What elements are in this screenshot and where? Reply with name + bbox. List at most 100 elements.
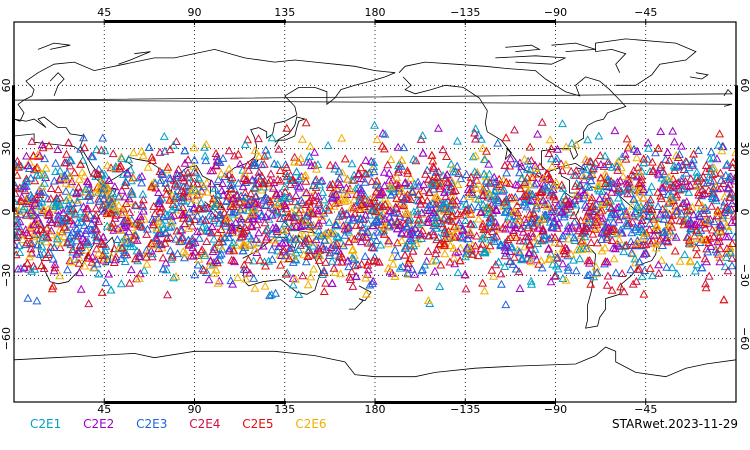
observation-triangle <box>142 248 152 257</box>
observation-triangle <box>228 227 238 236</box>
observation-triangle <box>431 217 441 226</box>
observation-triangle <box>629 144 639 153</box>
observation-triangle <box>418 186 428 195</box>
observation-triangle <box>244 165 254 174</box>
observation-triangle <box>495 179 505 188</box>
observation-triangle <box>107 223 117 232</box>
observation-triangle <box>210 183 220 192</box>
observation-triangle <box>389 207 399 216</box>
observation-triangle <box>258 241 268 250</box>
observation-triangle <box>68 245 78 254</box>
observation-triangle <box>190 270 200 279</box>
observation-triangle <box>296 195 306 204</box>
observation-triangle <box>727 253 736 262</box>
observation-triangle <box>451 185 460 194</box>
observation-triangle <box>142 259 152 268</box>
observation-triangle <box>302 211 312 220</box>
observation-triangle <box>92 145 102 154</box>
observation-triangle <box>213 189 223 198</box>
observation-triangle <box>249 182 259 191</box>
observation-triangle <box>444 226 453 235</box>
observation-triangle <box>531 163 540 172</box>
observation-triangle <box>546 277 556 286</box>
observation-triangle <box>37 140 47 149</box>
observation-triangle <box>525 209 535 218</box>
observation-triangle <box>103 209 113 218</box>
observation-triangle <box>141 252 151 261</box>
observation-triangle <box>571 200 581 209</box>
observation-triangle <box>423 246 433 255</box>
observation-triangle <box>196 247 206 256</box>
bottom-lon-label: 180 <box>365 403 386 416</box>
observation-triangle <box>517 161 527 170</box>
observation-triangle <box>349 175 359 184</box>
observation-triangle <box>693 187 703 196</box>
observation-triangle <box>38 233 48 242</box>
observation-triangle <box>689 210 699 219</box>
observation-triangle <box>107 194 117 203</box>
observation-triangle <box>460 270 470 279</box>
observation-triangle <box>104 269 114 278</box>
observation-triangle <box>385 220 394 229</box>
observation-triangle <box>602 174 612 183</box>
observation-triangle <box>722 159 732 168</box>
observation-triangle <box>539 173 549 182</box>
right-lat-label: 30 <box>738 142 750 156</box>
observation-triangle <box>282 171 292 180</box>
observation-triangle <box>305 157 315 166</box>
observation-triangle <box>14 181 20 190</box>
observation-triangle <box>465 178 475 187</box>
observation-triangle <box>108 218 118 227</box>
observation-triangle <box>48 254 58 263</box>
observation-triangle <box>430 193 440 202</box>
observation-triangle <box>579 172 589 180</box>
observation-triangle <box>271 190 281 199</box>
observation-triangle <box>62 213 71 222</box>
observation-triangle <box>173 178 183 187</box>
observation-triangle <box>27 248 37 257</box>
observation-triangle <box>392 193 402 202</box>
observation-triangle <box>694 227 704 236</box>
observation-triangle <box>703 215 713 224</box>
observation-triangle <box>431 249 441 258</box>
observation-triangle <box>104 175 114 184</box>
observation-triangle <box>24 231 34 239</box>
observation-triangle <box>501 224 510 233</box>
observation-triangle <box>665 194 675 203</box>
observation-triangle <box>664 176 674 185</box>
observation-triangle <box>124 194 134 203</box>
observation-triangle <box>340 230 350 239</box>
observation-triangle <box>437 219 447 228</box>
observation-triangle <box>160 146 170 155</box>
observation-triangle <box>293 200 302 209</box>
observation-triangle <box>572 190 582 199</box>
observation-triangle <box>374 189 384 198</box>
observation-triangle <box>111 252 121 261</box>
observation-triangle <box>428 230 438 239</box>
observation-triangle <box>472 167 482 176</box>
observation-triangle <box>583 270 593 279</box>
observation-triangle <box>721 252 731 261</box>
observation-triangle <box>505 256 515 265</box>
observation-triangle <box>639 249 649 258</box>
observation-triangle <box>380 181 390 190</box>
observation-triangle <box>188 243 198 252</box>
observation-triangle <box>421 169 430 178</box>
observation-triangle <box>280 193 290 202</box>
observation-triangle <box>248 214 257 223</box>
observation-triangle <box>177 225 187 234</box>
observation-triangle <box>215 157 225 166</box>
observation-triangle <box>369 157 379 166</box>
observation-triangle <box>221 196 231 205</box>
observation-triangle <box>121 231 131 240</box>
observation-triangle <box>278 238 287 247</box>
observation-triangle <box>154 213 164 222</box>
observation-triangle <box>526 217 536 226</box>
observation-triangle <box>488 208 498 217</box>
observation-triangle <box>405 213 415 222</box>
observation-triangle <box>480 248 490 257</box>
observation-triangle <box>68 204 78 213</box>
observation-triangle <box>340 193 350 202</box>
observation-triangle <box>647 205 657 214</box>
observation-triangle <box>622 209 632 218</box>
